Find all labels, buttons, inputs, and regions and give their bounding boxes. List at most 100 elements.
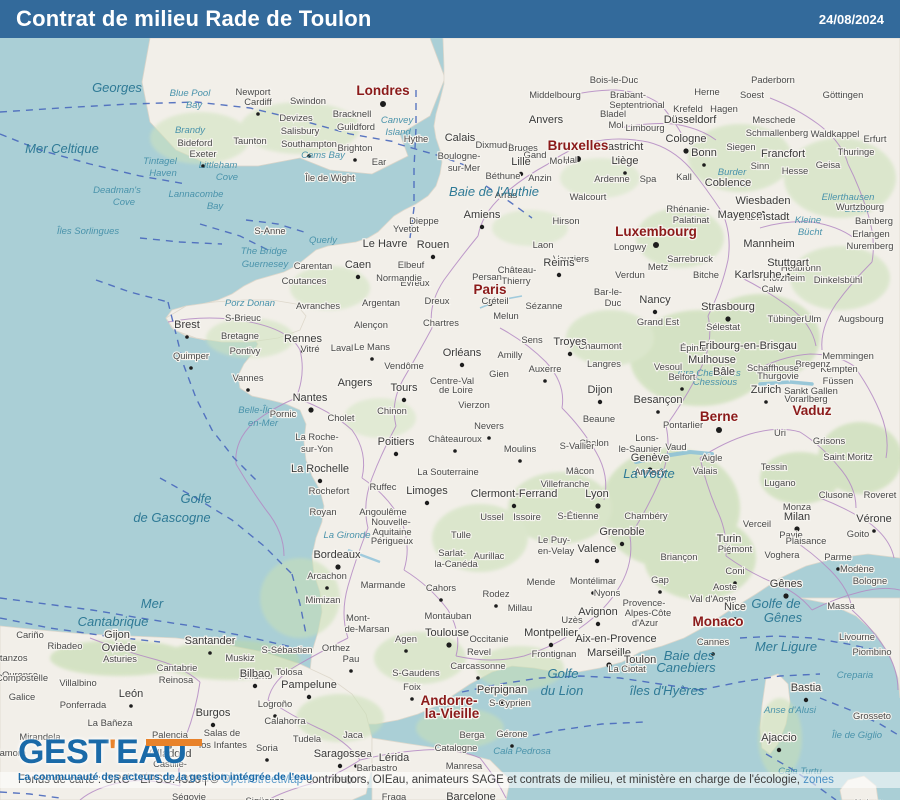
map-label-city: La Rochelle [291, 463, 349, 475]
map-label-sea: du Lion [541, 683, 584, 698]
map-label-town: de-Marsan [345, 623, 390, 634]
map-label-town: Massa [827, 600, 855, 611]
map-label-town: Bois-le-Duc [590, 74, 639, 85]
map-label-town: Valais [693, 465, 718, 476]
map-label-city: Toulon [624, 654, 656, 666]
map-label-town: Tudela [293, 733, 322, 744]
map-label-capital: Andorre- [421, 693, 478, 708]
map-label-town: Aquitaine [372, 526, 411, 537]
map-label-city: Poitiers [378, 436, 415, 448]
map-label-town: Béthune [486, 170, 521, 181]
map-label-town: Revel [467, 646, 491, 657]
gesteau-logo[interactable]: GEST'EAU La communauté des acteurs de la… [18, 735, 312, 783]
map-label-town: Cannes [697, 636, 730, 647]
map-label-sea: Golfe de [751, 596, 800, 611]
map-label-town: Arras [495, 189, 518, 200]
map-label-city: Anvers [529, 114, 564, 126]
map-label-town: Langres [587, 358, 621, 369]
map-label-town: La Souterraine [417, 466, 479, 477]
map-label-sea: Baie de l'Authie [449, 184, 539, 199]
map-label-town: Nuremberg [847, 240, 894, 251]
map-label-town: Ardenne [594, 173, 629, 184]
map-label-town: Longwy [614, 241, 647, 252]
map-label-town: Annecy [634, 466, 666, 477]
map-label-water-feature: Loch [726, 179, 747, 190]
map-label-town: Hirson [552, 215, 579, 226]
map-label-city: Lérida [379, 752, 410, 764]
map-label-town: Le Puy- [538, 534, 570, 545]
map-label-town: Dieppe [409, 215, 439, 226]
map-label-city: Zurich [751, 384, 782, 396]
map-label-town: Occitanie [469, 633, 508, 644]
map-label-town: Normandie [376, 272, 422, 283]
map-label-town: Ear [372, 156, 387, 167]
map-label-town: Galice [9, 691, 36, 702]
map-label-town: Périgueux [371, 535, 414, 546]
map-label-town: Sankt Gallen [784, 385, 838, 396]
map-label-city: Strasbourg [701, 301, 755, 313]
map-label-town: Centre-Val [430, 375, 474, 386]
map-label-city: Lyon [585, 488, 608, 500]
map-label-town: Castille- [153, 758, 187, 769]
map-label-city: Burgos [196, 707, 231, 719]
map-label-city: Saragosse [314, 748, 367, 760]
map-label-town: Gien [489, 368, 509, 379]
map-label-town: Ségovie [172, 791, 206, 800]
map-label-town: Guildford [337, 121, 375, 132]
map-label-town: Muskiz [225, 652, 254, 663]
logo-apostrophe: ' [108, 732, 117, 771]
map-label-sea: Mer Celtique [25, 141, 99, 156]
map-label-town: Carentan [294, 260, 333, 271]
map-label-water-feature: Creparia [837, 670, 873, 681]
map-label-town: Herne [694, 86, 720, 97]
map-label-city: Darmstadt [739, 211, 790, 223]
map-label-town: Provence- [623, 597, 666, 608]
map-label-town: Agen [395, 633, 417, 644]
map-label-town: Roveret [864, 489, 897, 500]
map-label-town: Taunton [233, 135, 266, 146]
map-label-town: Füssen [823, 375, 854, 386]
header-date: 24/08/2024 [818, 11, 884, 27]
map-label-sea: de Gascogne [133, 510, 210, 525]
map-label-town: Bracknell [333, 108, 372, 119]
map-label-town: Château- [498, 264, 537, 275]
map-label-town: Thurgovie [757, 370, 799, 381]
map-label-town: Le Mans [354, 341, 390, 352]
map-label-city: Stuttgart [767, 257, 809, 269]
openstreetmap-link[interactable]: OpenStreetMap [221, 774, 304, 786]
map-label-town: Limbourg [625, 122, 664, 133]
map-label-town: Exeter [189, 148, 216, 159]
map-label-town: Catalogne [435, 742, 478, 753]
map-label-town: Pavie [779, 529, 802, 540]
map-label-town: Nevers [474, 420, 504, 431]
map-label-city: Mayence [718, 209, 763, 221]
map-label-sea: Canebiers [656, 660, 716, 675]
map-label-city: Besançon [634, 394, 683, 406]
map-label-town: Laon [533, 239, 554, 250]
map-viewport[interactable]: Blue Pool Bay Brandy Tintagel Haven Deadman's… [0, 38, 900, 800]
map-label-water-feature: Haven [149, 168, 176, 179]
map-label-sea: Baie des [664, 648, 715, 663]
map-label-town: Mol [608, 119, 623, 130]
map-label-town: Angoulême [359, 506, 406, 517]
map-label-town: Pornic [270, 408, 297, 419]
map-label-town: Millau [508, 602, 533, 613]
map-label-town: Meschede [752, 114, 795, 125]
zones-humides-link[interactable]: zones [803, 774, 834, 786]
map-label-town: Avranches [296, 300, 340, 311]
map-label-town: Piombino [852, 646, 891, 657]
map-label-town: Uri [774, 427, 786, 438]
map-label-city: Bonn [691, 147, 717, 159]
map-label-city: Troyes [553, 336, 587, 348]
map-canvas[interactable]: Blue PoolBayBrandyTintagelHavenDeadman's… [0, 38, 900, 800]
admin-boundaries [79, 89, 900, 800]
map-label-town: Huesca [340, 748, 373, 759]
map-label-town: Bruges [508, 142, 538, 153]
map-label-town: Brabant- [610, 89, 646, 100]
map-label-city: Dijon [587, 384, 612, 396]
map-label-town: Hesse [782, 165, 809, 176]
map-label-city: Nantes [293, 392, 328, 404]
map-label-town: Palencia [152, 729, 189, 740]
map-label-water-feature: The Bridge [241, 246, 287, 257]
map-label-city: Amiens [464, 209, 501, 221]
